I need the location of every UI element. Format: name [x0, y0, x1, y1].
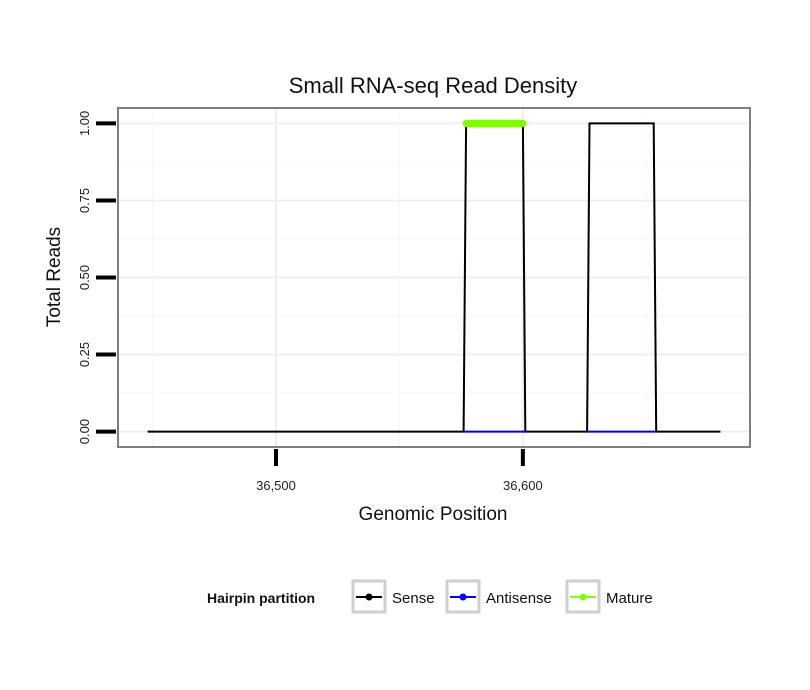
series-mature-point — [519, 119, 527, 127]
legend-title: Hairpin partition — [207, 590, 315, 606]
chart-title: Small RNA-seq Read Density — [289, 73, 578, 98]
y-axis-title: Total Reads — [44, 227, 65, 327]
x-tick-label: 36,500 — [256, 478, 296, 493]
legend-items: Sense Antisense Mature — [351, 579, 653, 614]
x-tick-label: 36,600 — [503, 478, 543, 493]
y-axis: 0.00 0.25 0.50 0.75 1.00 — [77, 111, 116, 444]
y-tick-label: 0.25 — [77, 342, 92, 367]
series-layer — [147, 119, 721, 433]
legend-point-mature — [579, 593, 587, 601]
legend-label-antisense: Antisense — [486, 590, 552, 607]
y-tick-label: 0.50 — [77, 265, 92, 290]
y-tick-label: 0.75 — [77, 188, 92, 213]
y-tick-label: 0.00 — [77, 419, 92, 444]
y-tick-label: 1.00 — [77, 111, 92, 136]
legend-point-sense — [365, 593, 373, 601]
grid-lines — [118, 108, 750, 447]
legend-point-antisense — [459, 593, 467, 601]
plot-border — [117, 107, 751, 448]
series-sense-line — [147, 122, 721, 433]
x-axis: 36,500 36,600 — [256, 449, 543, 493]
legend: Hairpin partition Sense Antisense Mature — [207, 579, 653, 614]
x-axis-title: Genomic Position — [359, 504, 508, 525]
legend-label-sense: Sense — [392, 590, 435, 607]
legend-label-mature: Mature — [606, 590, 653, 607]
